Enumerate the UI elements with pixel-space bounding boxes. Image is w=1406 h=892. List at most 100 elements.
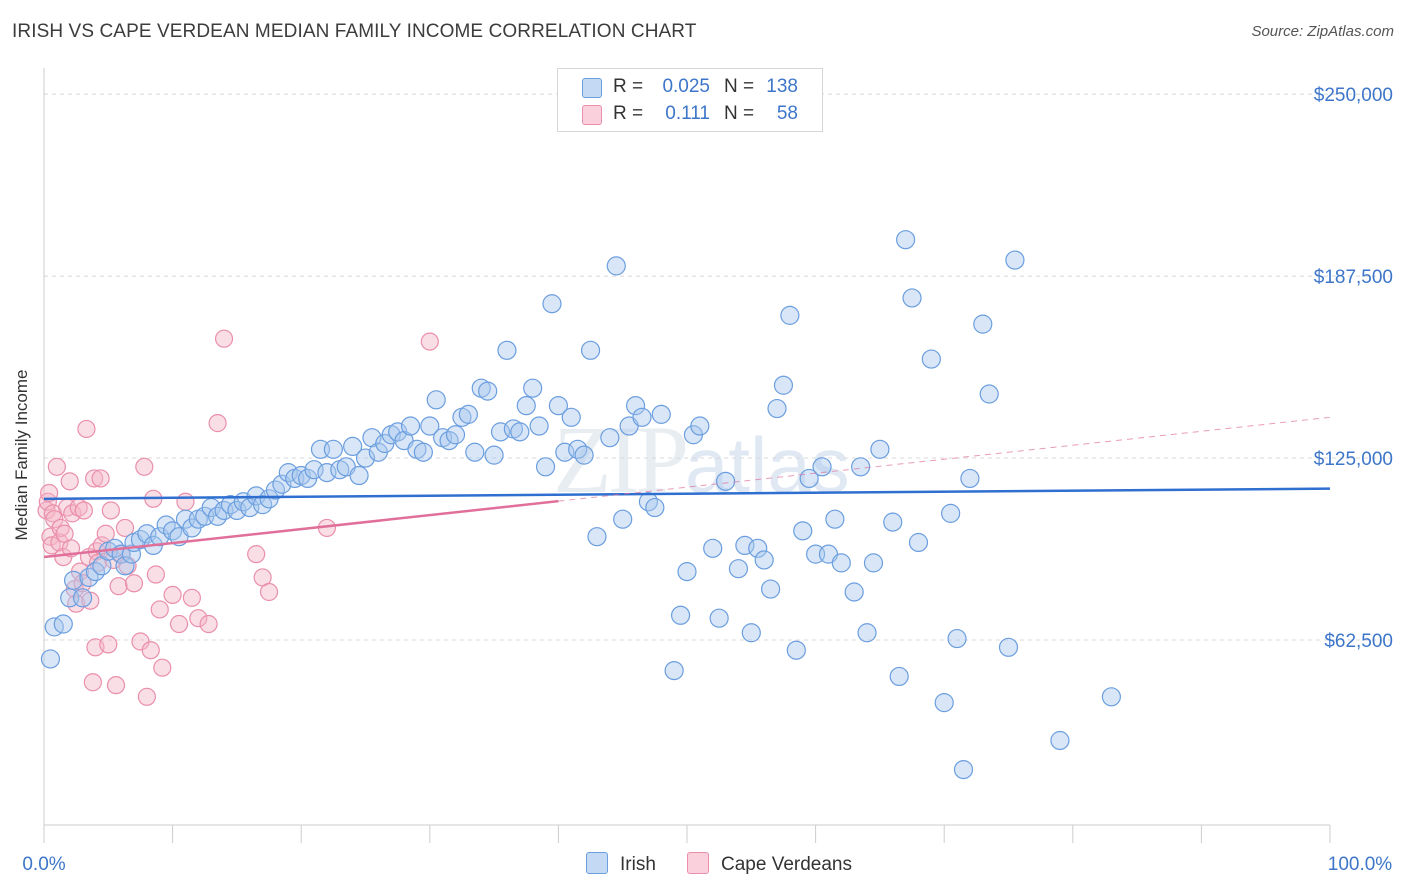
irish-point <box>484 445 504 465</box>
irish-point <box>458 404 478 424</box>
cape-verdean-point <box>199 614 218 634</box>
chart-title: IRISH VS CAPE VERDEAN MEDIAN FAMILY INCO… <box>12 21 697 42</box>
irish-point <box>690 416 710 436</box>
irish-point <box>63 570 84 590</box>
cape-verdean-point <box>189 609 208 628</box>
irish-point <box>677 562 697 582</box>
irish-point <box>902 288 922 308</box>
cape-verdean-point <box>176 492 195 511</box>
irish-point <box>664 660 684 681</box>
legend-r-value: 0.025 <box>662 76 710 97</box>
irish-point <box>896 230 916 250</box>
irish-point <box>121 544 142 564</box>
cape-verdean-point <box>77 419 96 439</box>
cape-verdean-point <box>60 472 79 491</box>
irish-point <box>548 396 569 416</box>
irish-point <box>497 340 517 360</box>
legend-r-label: R = <box>613 103 644 124</box>
legend-n-value: 138 <box>766 76 798 97</box>
cape-verdean-point <box>124 574 144 593</box>
irish-point <box>760 579 781 599</box>
cape-verdean-point <box>99 635 118 654</box>
irish-point <box>53 614 73 634</box>
x-tick-label-max: 100.0% <box>1328 854 1393 875</box>
cape-verdean-point <box>169 614 189 634</box>
irish-point <box>934 693 954 713</box>
irish-point <box>1101 687 1121 707</box>
irish-point <box>709 608 729 628</box>
cape-verdean-point <box>74 501 93 520</box>
cape-verdean-point <box>135 457 154 476</box>
irish-point <box>767 398 787 419</box>
cape-verdeans-legend-swatch <box>687 852 709 874</box>
irish-point <box>400 416 421 436</box>
irish-point <box>535 457 556 477</box>
legend-item-cape-verdeans[interactable]: Cape Verdeans <box>687 852 852 876</box>
irish-point <box>780 305 800 325</box>
irish-point <box>613 509 633 529</box>
x-tick-label-min: 0.0% <box>22 854 65 875</box>
cape-verdean-point <box>83 673 102 692</box>
irish-point <box>349 465 369 486</box>
cape-verdean-point <box>153 658 172 677</box>
irish-point <box>741 623 761 643</box>
cape-verdean-trend-line <box>43 499 559 559</box>
irish-point <box>645 497 665 518</box>
irish-point <box>825 509 845 529</box>
cape-verdean-point <box>47 457 66 476</box>
legend-row-irish: R = 0.025 N = 138 <box>558 74 822 100</box>
y-axis-label: Median Family Income <box>12 369 31 541</box>
irish-point <box>908 532 929 553</box>
irish-point <box>844 582 864 602</box>
irish-point <box>870 439 890 459</box>
irish-swatch <box>582 78 602 98</box>
legend-r-value: 0.111 <box>665 103 710 124</box>
y-axis-label-wrap: Median Family Income <box>0 0 44 892</box>
irish-point <box>587 527 607 547</box>
cape-verdean-point <box>40 483 59 503</box>
irish-point <box>921 349 941 369</box>
irish-point <box>343 436 363 457</box>
stats-legend: R = 0.025 N = 138 R = 0.111 N = 58 <box>557 68 823 132</box>
cape-verdean-point <box>106 676 126 695</box>
cape-verdeans-legend-label: Cape Verdeans <box>721 854 852 875</box>
irish-point <box>979 384 999 404</box>
irish-point <box>651 404 671 424</box>
legend-item-irish[interactable]: Irish <box>586 852 656 876</box>
irish-point <box>561 407 581 427</box>
y-tick-label: $250,000 <box>1314 85 1393 106</box>
irish-point <box>465 442 485 462</box>
irish-point <box>748 538 768 558</box>
cape-verdean-point <box>137 687 156 706</box>
irish-point <box>115 556 135 576</box>
cape-verdean-point <box>50 533 69 552</box>
irish-point <box>889 666 909 687</box>
irish-point <box>632 407 652 427</box>
irish-point <box>523 378 543 398</box>
irish-point <box>670 605 691 625</box>
cape-verdean-point <box>146 565 165 584</box>
irish-legend-label: Irish <box>620 854 656 875</box>
irish-point <box>478 381 498 401</box>
cape-verdeans-swatch <box>582 105 602 125</box>
irish-point <box>625 396 646 416</box>
y-tick-label: $125,000 <box>1314 449 1393 470</box>
irish-point <box>973 314 993 334</box>
irish-point <box>72 588 93 608</box>
irish-point <box>754 550 774 570</box>
irish-point <box>728 559 749 579</box>
irish-point <box>445 425 466 445</box>
cape-verdean-point <box>115 518 135 538</box>
irish-point <box>323 439 343 459</box>
cape-verdean-point <box>163 585 182 605</box>
irish-point <box>1050 730 1070 751</box>
irish-point <box>703 538 723 558</box>
legend-n-label: N = <box>724 76 755 97</box>
irish-point <box>960 468 980 489</box>
cape-verdean-trend-extension <box>558 416 1331 502</box>
legend-row-cape-verdeans: R = 0.111 N = 58 <box>558 101 822 127</box>
irish-point <box>606 256 626 276</box>
source-credit: Source: ZipAtlas.com <box>1251 23 1394 40</box>
irish-point <box>812 457 832 477</box>
